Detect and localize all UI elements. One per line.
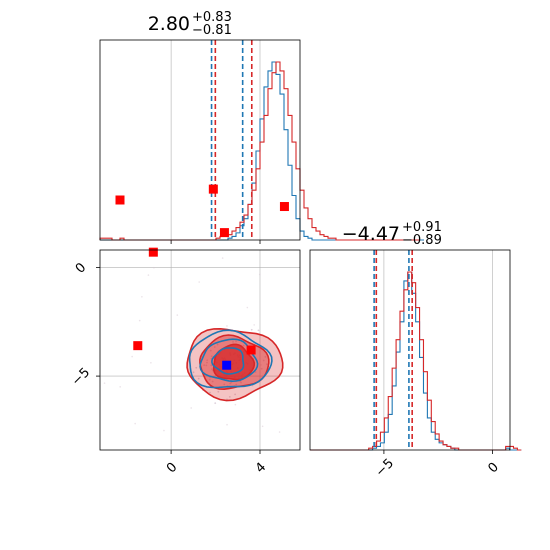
scatter-point — [221, 257, 224, 259]
title-x1-median: −4.47 — [342, 223, 400, 245]
scatter-point — [213, 346, 216, 348]
scatter-point — [226, 325, 228, 327]
scatter-point — [234, 403, 237, 406]
scatter-point — [206, 359, 209, 362]
scatter-point — [266, 363, 268, 366]
title-x0-median: 2.80 — [148, 13, 190, 35]
scatter-point — [208, 378, 211, 381]
scatter-point — [211, 368, 213, 371]
panel-frame-x1 — [309, 249, 511, 451]
scatter-point — [260, 364, 262, 366]
scatter-point — [134, 422, 136, 425]
scatter-point — [190, 407, 193, 409]
red-square-marker — [148, 247, 158, 257]
scatter-point — [153, 266, 155, 269]
scatter-point — [235, 383, 238, 386]
scatter-point — [250, 328, 253, 331]
contour-blue-level-3 — [211, 347, 245, 375]
x1-axis-tick-label: 0 — [485, 460, 501, 476]
scatter-point — [230, 381, 233, 384]
scatter-point — [210, 355, 213, 358]
scatter-point — [197, 377, 200, 380]
panel-hist-x1: −5 0 −4.47 +0.91−0.89 — [309, 220, 522, 480]
scatter-point — [264, 355, 267, 358]
scatter-point — [278, 431, 281, 433]
scatter-point — [209, 391, 211, 394]
scatter-point — [261, 425, 264, 428]
scatter-point — [210, 364, 213, 367]
red-square-marker — [246, 345, 256, 355]
title-x0-upper: +0.83 — [192, 10, 232, 25]
scatter-point — [176, 314, 179, 316]
scatter-point — [217, 390, 220, 393]
scatter-point — [214, 402, 217, 405]
title-x1-lower: −0.89 — [402, 233, 442, 248]
scatter-point — [228, 395, 231, 398]
scatter-point — [209, 349, 212, 352]
scatter-point — [206, 361, 208, 364]
scatter-point — [150, 362, 152, 364]
scatter-point — [235, 340, 237, 343]
contour-blue-level-1 — [188, 329, 273, 389]
x0-axis-tick-label: 4 — [253, 460, 269, 476]
scatter-point — [216, 343, 219, 346]
scatter-point — [198, 281, 200, 283]
x0-axis-tick-label: 0 — [164, 460, 180, 476]
scatter-point — [192, 371, 195, 374]
blue-square-marker — [222, 360, 232, 370]
title-x0-lower: −0.81 — [192, 23, 232, 38]
scatter-point — [195, 366, 198, 369]
scatter-point — [103, 382, 106, 384]
red-square-marker — [219, 228, 229, 238]
scatter-point — [240, 381, 242, 384]
scatter-point — [229, 382, 232, 385]
panel-frame-x0 — [99, 39, 301, 241]
red-square-marker — [208, 184, 218, 194]
scatter-point — [119, 386, 121, 388]
y1-axis-tick-label: −5 — [69, 365, 93, 389]
red-square-marker — [133, 341, 143, 351]
x1-axis-tick-label: −5 — [373, 456, 397, 480]
scatter-point — [211, 380, 214, 383]
panel-hist-x0: 2.80 +0.83−0.81 — [99, 10, 424, 244]
panel-2d: 0 4 0 −5 — [69, 184, 301, 476]
scatter-point — [226, 423, 228, 426]
scatter-point — [254, 371, 257, 373]
scatter-point — [131, 355, 133, 358]
title-x1-upper: +0.91 — [402, 220, 442, 235]
scatter-point — [203, 364, 206, 367]
scatter-point — [262, 359, 265, 362]
scatter-point — [234, 393, 237, 396]
red-square-marker — [279, 202, 289, 212]
scatter-point — [138, 319, 141, 322]
scatter-point — [205, 364, 208, 367]
contour-blue-level-2 — [199, 338, 259, 383]
red-square-marker — [115, 195, 125, 205]
scatter-point — [258, 273, 261, 276]
scatter-point — [257, 329, 260, 332]
scatter-point — [232, 340, 234, 343]
scatter-point — [246, 306, 249, 309]
scatter-point — [163, 429, 165, 432]
scatter-point — [260, 367, 263, 370]
scatter-point — [223, 383, 226, 386]
scatter-point — [141, 295, 143, 298]
scatter-point — [147, 274, 150, 276]
panel-frame-2d — [99, 249, 301, 451]
scatter-point — [242, 344, 245, 347]
scatter-point — [253, 324, 255, 326]
y1-axis-tick-label: 0 — [73, 260, 89, 276]
